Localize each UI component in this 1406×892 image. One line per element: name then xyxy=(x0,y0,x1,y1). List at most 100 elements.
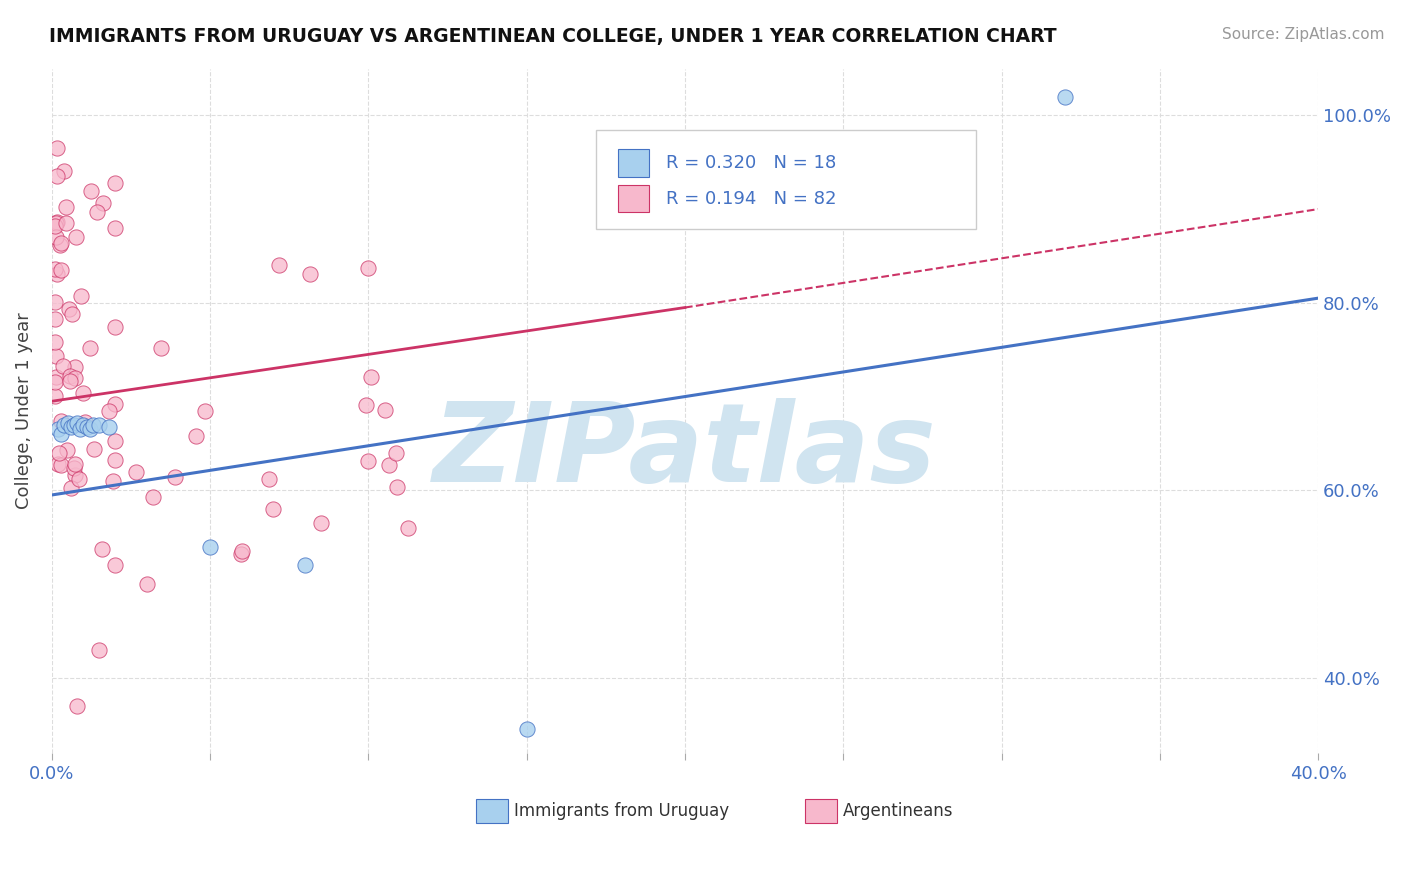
Point xyxy=(298,267,321,281)
Point xyxy=(52,359,75,373)
Point xyxy=(48,446,70,460)
Point xyxy=(44,312,66,326)
Point xyxy=(104,319,127,334)
Point xyxy=(378,458,401,473)
Point xyxy=(1053,89,1076,103)
Point xyxy=(360,369,382,384)
Text: ZIPatlas: ZIPatlas xyxy=(433,398,936,505)
Point xyxy=(44,334,66,349)
Text: IMMIGRANTS FROM URUGUAY VS ARGENTINEAN COLLEGE, UNDER 1 YEAR CORRELATION CHART: IMMIGRANTS FROM URUGUAY VS ARGENTINEAN C… xyxy=(49,27,1057,45)
Point xyxy=(45,230,67,244)
Point xyxy=(82,417,104,432)
Point xyxy=(385,480,408,494)
Point xyxy=(44,389,66,403)
Y-axis label: College, Under 1 year: College, Under 1 year xyxy=(15,312,32,509)
Point xyxy=(90,542,112,557)
Point xyxy=(52,163,75,178)
Point xyxy=(150,341,173,355)
Point xyxy=(516,723,538,737)
Point xyxy=(231,544,253,558)
Point xyxy=(59,374,82,388)
Point xyxy=(83,442,105,456)
Point xyxy=(45,216,67,230)
Point xyxy=(49,235,72,250)
Point xyxy=(97,419,120,434)
Point xyxy=(63,461,86,475)
Point xyxy=(45,169,67,183)
Point xyxy=(104,221,127,235)
Point xyxy=(46,267,69,281)
Point xyxy=(63,417,86,432)
FancyBboxPatch shape xyxy=(596,130,976,229)
Point xyxy=(374,402,396,417)
Point xyxy=(135,577,157,591)
Point xyxy=(59,482,82,496)
Point xyxy=(63,457,86,471)
Point xyxy=(142,490,165,504)
Point xyxy=(56,416,79,430)
Point xyxy=(69,422,91,436)
Point xyxy=(101,475,124,489)
Point xyxy=(51,427,73,442)
Point xyxy=(49,414,72,428)
Point xyxy=(104,452,127,467)
Point xyxy=(198,540,221,554)
Point xyxy=(75,415,97,429)
Point xyxy=(66,416,89,430)
FancyBboxPatch shape xyxy=(617,149,650,177)
Point xyxy=(65,230,87,244)
Point xyxy=(385,446,408,460)
Point xyxy=(309,516,332,530)
Point xyxy=(89,642,111,657)
Point xyxy=(44,376,66,390)
Point xyxy=(163,470,186,484)
Point xyxy=(63,467,86,482)
Point xyxy=(46,422,69,436)
Point xyxy=(66,698,89,713)
Point xyxy=(79,341,101,355)
Point xyxy=(45,370,67,384)
Point xyxy=(396,521,419,535)
Point xyxy=(86,205,108,219)
Point xyxy=(56,443,79,458)
FancyBboxPatch shape xyxy=(477,798,508,823)
Point xyxy=(104,434,127,449)
Text: Argentineans: Argentineans xyxy=(844,802,953,820)
Point xyxy=(125,465,148,479)
Point xyxy=(45,141,67,155)
Point xyxy=(97,404,120,418)
Point xyxy=(70,288,93,302)
Text: Source: ZipAtlas.com: Source: ZipAtlas.com xyxy=(1222,27,1385,42)
FancyBboxPatch shape xyxy=(617,185,650,212)
Point xyxy=(44,295,66,310)
Point xyxy=(55,201,77,215)
Point xyxy=(72,385,94,400)
Point xyxy=(257,472,280,486)
Point xyxy=(231,547,253,561)
Point xyxy=(294,558,316,573)
Point xyxy=(356,398,378,412)
Text: Immigrants from Uruguay: Immigrants from Uruguay xyxy=(515,802,730,820)
Point xyxy=(184,429,207,443)
Point xyxy=(104,397,127,411)
Point xyxy=(45,215,67,229)
Point xyxy=(45,349,67,363)
Point xyxy=(51,262,73,277)
Point xyxy=(53,417,76,432)
Point xyxy=(60,307,83,321)
Point xyxy=(80,184,103,198)
Point xyxy=(49,238,72,252)
Point xyxy=(76,420,98,434)
Point xyxy=(63,359,86,374)
Point xyxy=(262,502,284,516)
FancyBboxPatch shape xyxy=(806,798,837,823)
Point xyxy=(58,301,80,316)
Point xyxy=(79,422,101,436)
Point xyxy=(104,558,127,573)
Point xyxy=(49,458,72,472)
Point xyxy=(89,417,111,432)
Point xyxy=(72,417,94,432)
Text: R = 0.320   N = 18: R = 0.320 N = 18 xyxy=(666,154,837,172)
Point xyxy=(91,195,114,210)
Point xyxy=(356,260,378,275)
